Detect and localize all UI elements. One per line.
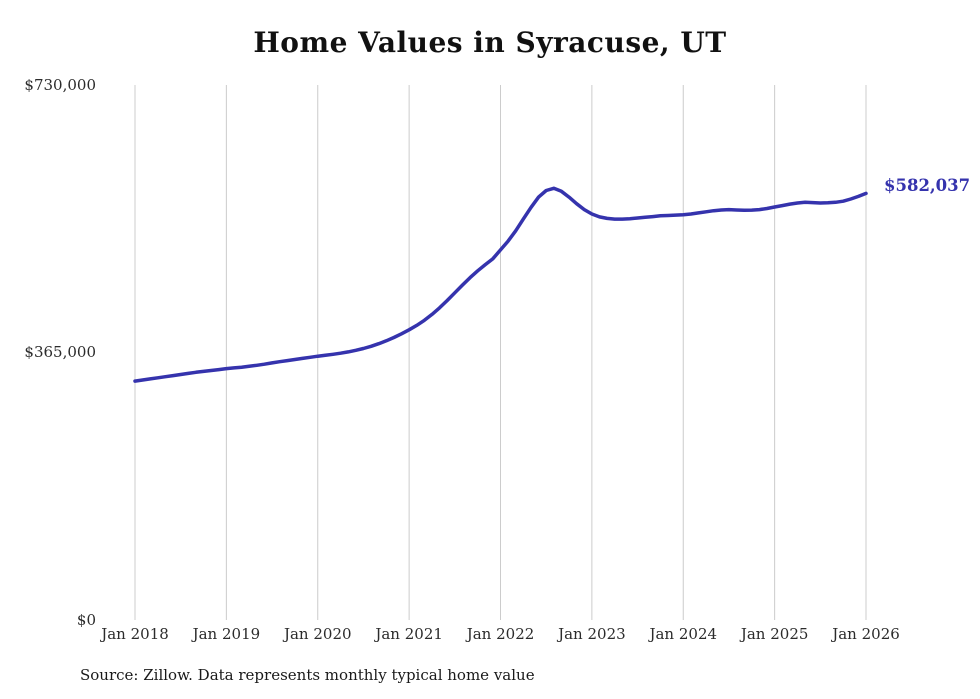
x-axis-tick-label: Jan 2023 (558, 625, 626, 643)
home-value-line-series (133, 186, 868, 383)
x-axis-tick-label: Jan 2021 (375, 625, 443, 643)
x-axis-tick-label: Jan 2019 (192, 625, 261, 643)
y-axis-tick-label-0: $0 (76, 611, 96, 629)
x-axis-tick-label: Jan 2018 (101, 625, 169, 643)
end-value-annotation: $582,037 (884, 176, 971, 195)
x-axis-tick-label: Jan 2020 (283, 625, 352, 643)
source-note: Source: Zillow. Data represents monthly … (80, 666, 535, 684)
x-axis-tick-label: Jan 2024 (649, 625, 718, 643)
chart-title: Home Values in Syracuse, UT (253, 26, 727, 59)
y-axis-tick-label-730000: $730,000 (24, 76, 96, 94)
x-axis-tick-label: Jan 2022 (466, 625, 535, 643)
y-axis-tick-label-365000: $365,000 (24, 343, 96, 361)
x-axis-tick-label: Jan 2025 (740, 625, 809, 643)
x-axis-tick-label: Jan 2026 (832, 625, 900, 643)
